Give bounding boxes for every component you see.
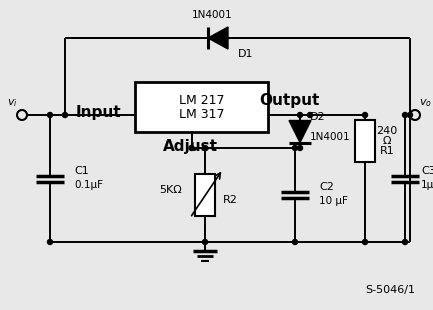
Circle shape (362, 113, 368, 117)
Text: R2: R2 (223, 195, 237, 205)
Text: C1: C1 (74, 166, 89, 175)
Text: 240: 240 (376, 126, 397, 136)
Circle shape (362, 240, 368, 245)
Text: Ω: Ω (383, 136, 391, 146)
Circle shape (189, 145, 194, 150)
Text: 1μF: 1μF (421, 179, 433, 189)
Polygon shape (208, 27, 228, 49)
Circle shape (62, 113, 68, 117)
Text: LM 217: LM 217 (179, 95, 224, 108)
Text: 10 μF: 10 μF (319, 196, 348, 206)
Bar (355, 120, 375, 162)
Text: Adjust: Adjust (162, 139, 217, 153)
Text: $v_o$: $v_o$ (419, 97, 432, 109)
Text: 1N4001: 1N4001 (310, 131, 350, 141)
Text: C2: C2 (319, 182, 334, 192)
Polygon shape (289, 121, 311, 143)
Bar (135, 82, 268, 132)
Text: D1: D1 (238, 49, 254, 59)
Circle shape (293, 240, 297, 245)
Circle shape (203, 240, 207, 245)
Circle shape (407, 113, 413, 117)
Text: Input: Input (75, 105, 121, 121)
Text: 1N4001: 1N4001 (192, 10, 233, 20)
Text: D2: D2 (310, 112, 326, 122)
Circle shape (203, 145, 207, 150)
Circle shape (293, 145, 297, 150)
Text: R1: R1 (380, 146, 394, 156)
Circle shape (297, 113, 303, 117)
Circle shape (48, 113, 52, 117)
Circle shape (403, 240, 407, 245)
Text: S-5046/1: S-5046/1 (365, 285, 415, 295)
Circle shape (403, 113, 407, 117)
Text: 0.1μF: 0.1μF (74, 179, 103, 189)
Circle shape (297, 145, 303, 150)
Text: Output: Output (259, 94, 319, 108)
Bar (195, 174, 215, 216)
Text: C3: C3 (421, 166, 433, 175)
Circle shape (48, 240, 52, 245)
Text: LM 317: LM 317 (179, 108, 224, 121)
Text: 5KΩ: 5KΩ (160, 185, 182, 195)
Text: $v_i$: $v_i$ (6, 97, 17, 109)
Circle shape (307, 113, 313, 117)
